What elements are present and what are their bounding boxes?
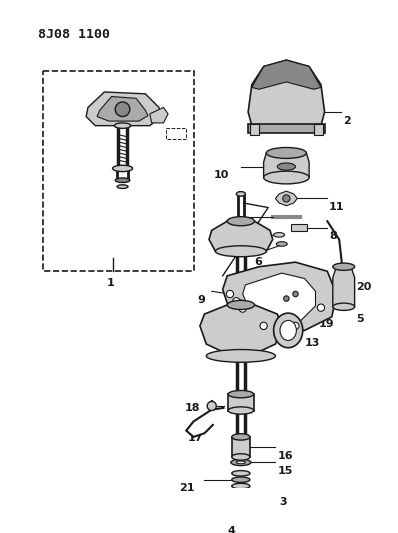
Ellipse shape [232,454,250,460]
Ellipse shape [231,459,251,466]
Ellipse shape [215,246,266,257]
Bar [166,128,186,139]
Text: 3: 3 [279,497,287,507]
Text: 20: 20 [357,282,372,292]
Text: 8: 8 [329,231,337,241]
Circle shape [292,322,299,329]
Ellipse shape [232,477,250,482]
Bar [232,437,250,457]
Bar [166,128,186,139]
Polygon shape [97,96,148,121]
Ellipse shape [113,165,133,172]
Text: 12: 12 [224,220,240,230]
Circle shape [284,296,289,301]
Circle shape [283,195,290,202]
Polygon shape [86,92,161,126]
Text: 4: 4 [228,526,236,533]
Ellipse shape [276,241,287,246]
Polygon shape [150,108,168,123]
Bar [43,71,193,271]
Circle shape [207,401,216,410]
Polygon shape [229,489,253,497]
Text: 17: 17 [188,433,204,443]
Ellipse shape [236,192,246,196]
Ellipse shape [228,407,254,414]
Bar [166,128,186,139]
Bar [291,224,307,231]
Ellipse shape [227,216,254,226]
Circle shape [293,292,298,297]
Circle shape [317,304,325,311]
Ellipse shape [114,123,131,128]
Ellipse shape [277,163,295,170]
Text: 19: 19 [318,319,334,329]
Bar [43,71,193,271]
Polygon shape [248,60,325,126]
Polygon shape [222,262,336,330]
Ellipse shape [263,171,309,184]
Bar [43,71,193,271]
Text: 9: 9 [197,295,205,305]
Circle shape [235,300,243,307]
Text: 18: 18 [184,403,200,413]
Text: 16: 16 [277,450,293,461]
Ellipse shape [227,301,254,310]
Ellipse shape [333,303,355,310]
Text: 5: 5 [357,314,364,324]
Ellipse shape [232,471,250,476]
Text: 13: 13 [304,338,320,348]
Polygon shape [252,60,321,89]
Polygon shape [275,191,297,206]
Polygon shape [200,305,282,356]
Ellipse shape [280,320,297,341]
Text: 11: 11 [329,202,345,212]
Ellipse shape [274,232,285,237]
Ellipse shape [117,185,128,189]
Text: 1: 1 [107,278,115,288]
Ellipse shape [115,178,130,182]
Circle shape [260,322,267,329]
Text: 15: 15 [277,466,293,476]
Polygon shape [263,153,309,177]
Ellipse shape [232,483,250,489]
Text: 8J08 1100: 8J08 1100 [38,28,110,41]
Bar [248,124,325,133]
Circle shape [239,305,246,312]
Text: 14: 14 [304,303,320,313]
Polygon shape [250,124,259,135]
Text: 6: 6 [254,257,262,266]
Circle shape [233,297,240,305]
Ellipse shape [274,313,303,348]
Ellipse shape [206,350,275,362]
Polygon shape [209,221,273,251]
Polygon shape [314,124,323,135]
Ellipse shape [228,391,254,398]
Polygon shape [243,273,316,321]
Circle shape [237,506,244,513]
Polygon shape [186,408,224,437]
Text: 2: 2 [343,116,351,126]
Ellipse shape [236,491,246,495]
Ellipse shape [333,263,355,270]
Text: 7: 7 [236,238,244,248]
Ellipse shape [236,461,246,464]
Text: 10: 10 [214,170,229,180]
Ellipse shape [232,434,250,440]
Bar [228,394,254,410]
Circle shape [115,102,130,117]
Circle shape [226,290,234,297]
Text: 21: 21 [179,483,195,494]
Polygon shape [333,266,355,307]
Ellipse shape [266,148,306,158]
